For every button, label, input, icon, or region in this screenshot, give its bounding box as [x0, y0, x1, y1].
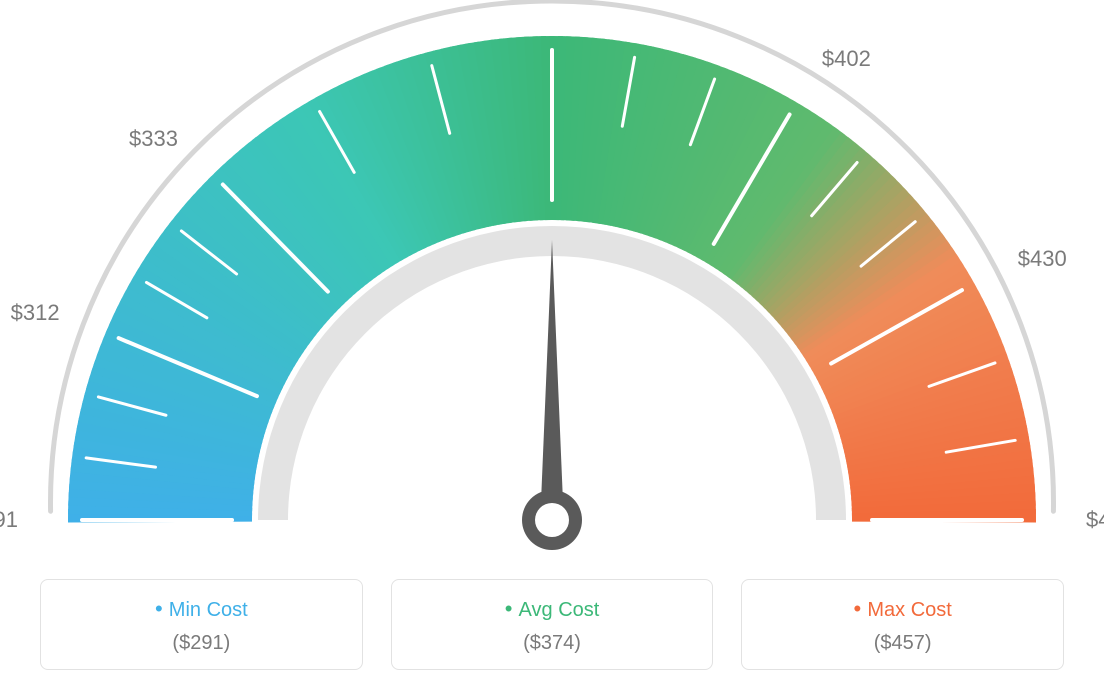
gauge-tick-label: $457 — [1086, 507, 1104, 533]
legend-avg-value: ($374) — [523, 632, 581, 654]
gauge-tick-label: $291 — [0, 507, 18, 533]
legend-min-title: Min Cost — [155, 596, 248, 622]
legend-max: Max Cost ($457) — [741, 579, 1064, 670]
gauge-tick-label: $402 — [822, 46, 871, 72]
legend-row: Min Cost ($291) Avg Cost ($374) Max Cost… — [40, 579, 1064, 670]
gauge-area: $291$312$333$374$402$430$457 — [0, 0, 1104, 560]
legend-min-value: ($291) — [172, 632, 230, 654]
gauge-svg — [0, 0, 1104, 560]
gauge-tick-label: $312 — [11, 300, 60, 326]
cost-gauge-chart: $291$312$333$374$402$430$457 Min Cost ($… — [0, 0, 1104, 690]
legend-min: Min Cost ($291) — [40, 579, 363, 670]
legend-avg: Avg Cost ($374) — [391, 579, 714, 670]
legend-max-value: ($457) — [874, 632, 932, 654]
legend-max-title: Max Cost — [854, 596, 952, 622]
legend-avg-title: Avg Cost — [505, 596, 600, 622]
gauge-tick-label: $333 — [129, 126, 178, 152]
gauge-tick-label: $430 — [1018, 246, 1067, 272]
